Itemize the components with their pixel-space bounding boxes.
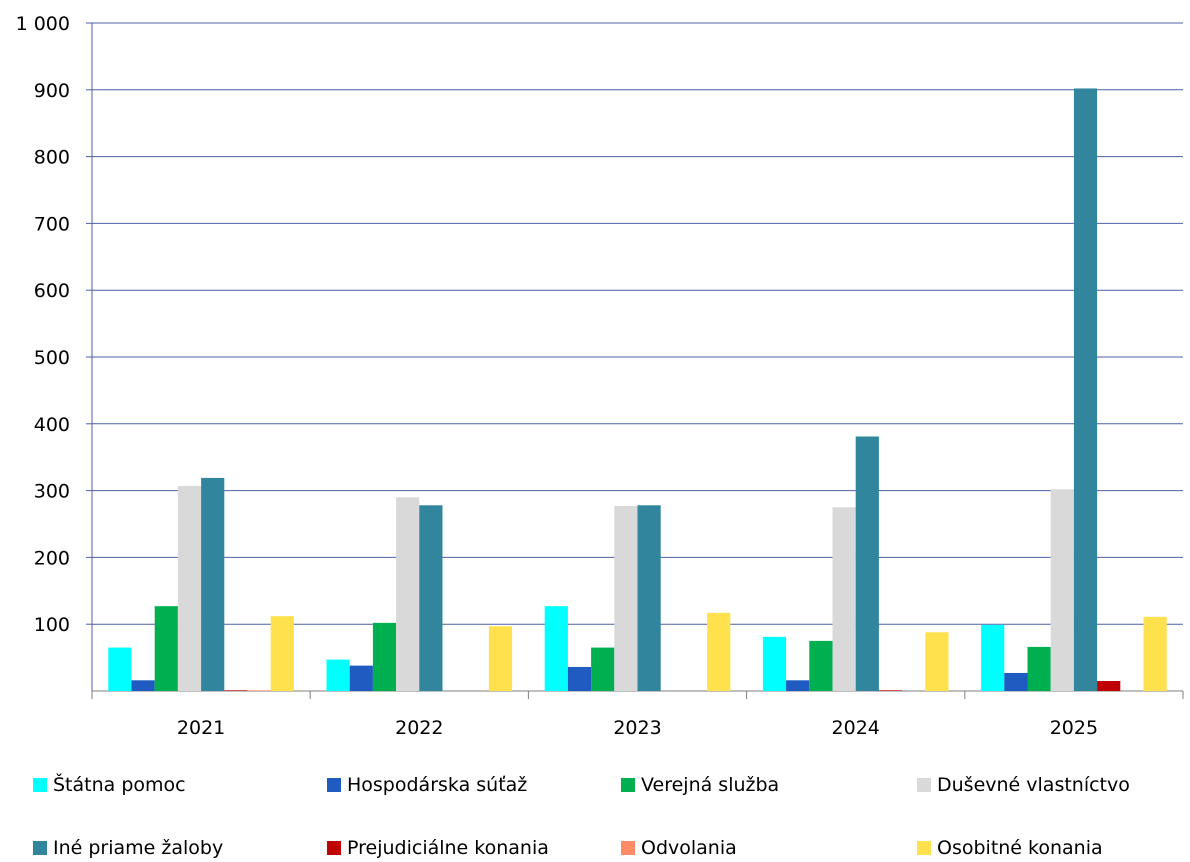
bar [878, 690, 903, 691]
bar [419, 505, 443, 691]
y-tick-label: 600 [34, 280, 70, 302]
bar [591, 647, 615, 691]
bar [396, 497, 420, 691]
bar [786, 680, 810, 691]
y-tick-label: 200 [34, 547, 70, 569]
bar [637, 505, 661, 691]
bar [349, 665, 373, 691]
y-tick-label: 400 [34, 414, 70, 436]
bar [707, 612, 731, 691]
bar [326, 659, 350, 691]
y-tick-label: 300 [34, 481, 70, 503]
bar [567, 666, 592, 691]
x-tick-label: 2023 [613, 717, 661, 739]
y-tick-label: 100 [34, 614, 70, 636]
bar [1050, 489, 1074, 691]
bar [224, 690, 248, 691]
y-tick-label: 900 [34, 80, 70, 102]
bar [1097, 680, 1121, 691]
bar [488, 626, 513, 691]
bar [832, 507, 856, 691]
y-tick-label: 700 [34, 213, 70, 235]
bar [1004, 672, 1028, 691]
bar [270, 616, 294, 691]
bar [1143, 616, 1167, 691]
bar [809, 640, 833, 691]
bar [247, 690, 271, 691]
bar [544, 606, 568, 691]
x-tick-label: 2025 [1050, 717, 1098, 739]
bar [1027, 646, 1051, 691]
bar [1073, 88, 1098, 692]
bar [925, 632, 949, 691]
bar [981, 624, 1005, 691]
x-tick-label: 2021 [177, 717, 225, 739]
bar [108, 647, 132, 691]
bar [762, 636, 787, 691]
y-tick-label: 1 000 [16, 13, 70, 35]
bar [201, 477, 225, 691]
x-tick-label: 2024 [832, 717, 880, 739]
bar [154, 606, 178, 691]
y-tick-label: 500 [34, 347, 70, 369]
y-tick-label: 800 [34, 147, 70, 169]
bar [614, 505, 638, 691]
bar [177, 485, 202, 691]
bar [131, 680, 155, 691]
bar [855, 436, 879, 691]
x-tick-label: 2022 [395, 717, 443, 739]
bar [372, 622, 397, 691]
